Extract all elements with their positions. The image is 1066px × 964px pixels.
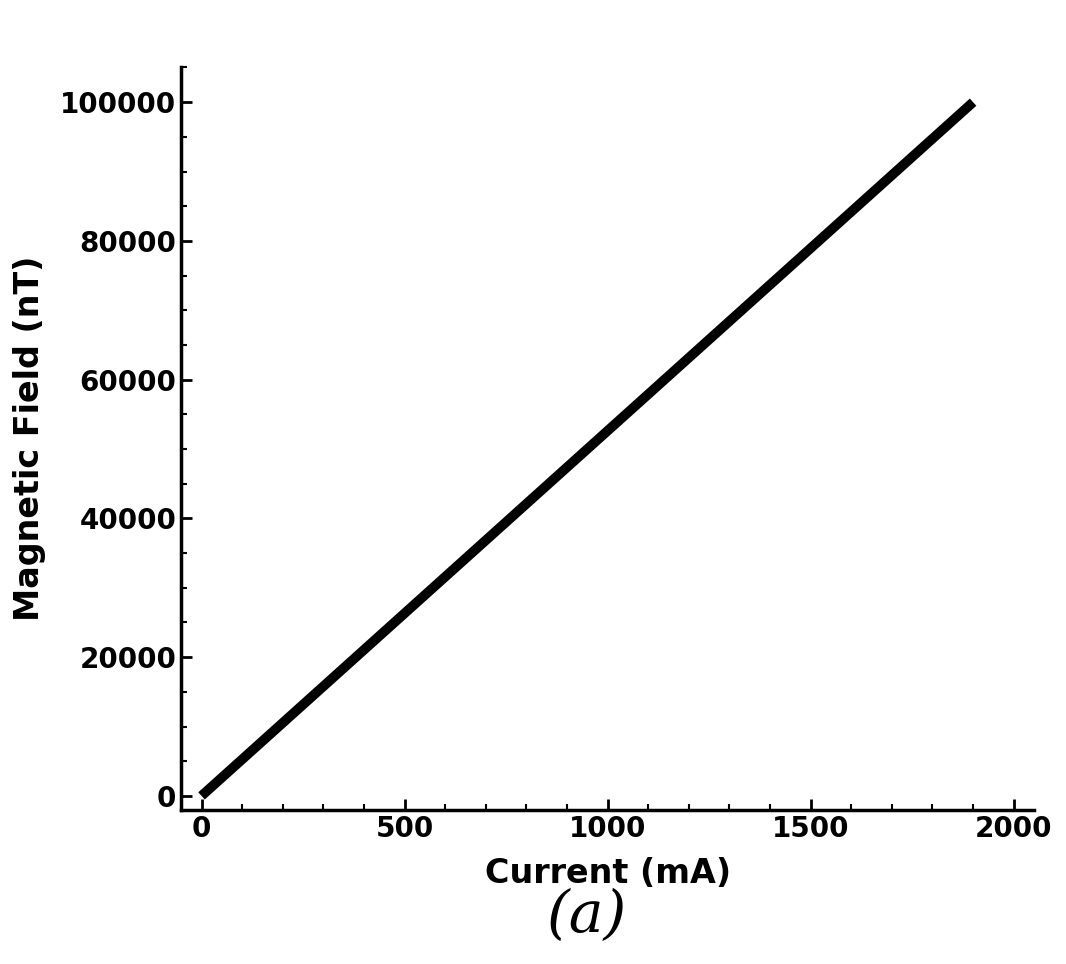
X-axis label: Current (mA): Current (mA) (485, 856, 730, 890)
Text: (a): (a) (546, 888, 627, 944)
Y-axis label: Magnetic Field (nT): Magnetic Field (nT) (14, 255, 46, 622)
